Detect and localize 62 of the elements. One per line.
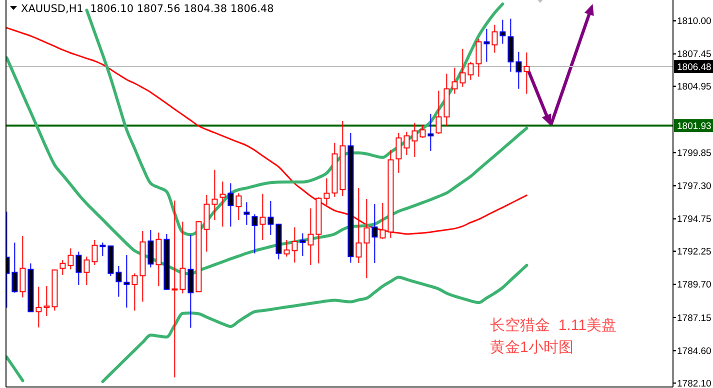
candlestick bbox=[516, 51, 522, 90]
candlestick bbox=[68, 248, 74, 270]
y-tick-label: 1792.25 bbox=[677, 246, 712, 258]
candlestick bbox=[172, 200, 178, 378]
candlestick bbox=[20, 235, 26, 298]
y-tick-label: 1804.95 bbox=[677, 82, 712, 93]
ref-line-label: 1801.93 bbox=[677, 120, 712, 132]
candlestick bbox=[100, 242, 106, 256]
ref-line-label: 1806.48 bbox=[677, 62, 712, 73]
candlestick bbox=[92, 239, 98, 266]
candlestick bbox=[260, 193, 266, 240]
candlestick bbox=[492, 24, 498, 54]
y-tick-label: 1784.60 bbox=[677, 346, 712, 357]
candlestick bbox=[420, 124, 426, 138]
candlestick bbox=[412, 122, 418, 158]
candlestick bbox=[460, 48, 466, 88]
chart-title: XAUUSD,H1 1806.10 1807.56 1804.38 1806.48 bbox=[21, 3, 274, 15]
candlestick bbox=[428, 113, 434, 152]
candlestick bbox=[36, 286, 42, 328]
candlestick bbox=[476, 38, 482, 78]
candlestick bbox=[84, 256, 90, 286]
candlestick bbox=[436, 90, 442, 134]
y-tick-label: 1799.85 bbox=[677, 148, 712, 159]
candlestick bbox=[188, 234, 194, 328]
candlestick bbox=[60, 259, 66, 276]
candlestick bbox=[452, 67, 458, 94]
y-tick-label: 1787.15 bbox=[677, 312, 712, 324]
candlestick bbox=[284, 239, 290, 258]
candlestick bbox=[324, 178, 330, 206]
y-tick-label: 1794.75 bbox=[677, 214, 712, 226]
candlestick bbox=[308, 208, 314, 266]
candlestick bbox=[212, 169, 218, 220]
candlestick bbox=[468, 61, 474, 80]
candlestick bbox=[116, 265, 122, 298]
candlestick bbox=[524, 52, 530, 94]
candlestick bbox=[148, 229, 154, 268]
candlestick bbox=[372, 203, 378, 264]
candlestick bbox=[396, 132, 402, 174]
candlestick bbox=[300, 232, 306, 256]
y-tick-label: 1797.30 bbox=[677, 181, 712, 192]
candlestick bbox=[76, 251, 82, 286]
candlestick bbox=[484, 28, 490, 62]
y-tick-label: 1789.70 bbox=[677, 280, 712, 291]
candlestick bbox=[124, 254, 130, 308]
candlestick bbox=[236, 192, 242, 220]
candlestick bbox=[500, 19, 506, 44]
annotation: 黄金1小时图 bbox=[490, 339, 574, 356]
y-tick-label: 1782.10 bbox=[677, 378, 712, 388]
candlestick bbox=[132, 272, 138, 312]
annotation: 长空猎金 1.11美盘 bbox=[490, 317, 616, 334]
candlestick bbox=[268, 200, 274, 236]
candlestick bbox=[220, 181, 226, 228]
y-tick-label: 1810.00 bbox=[677, 16, 712, 28]
candlestick bbox=[12, 242, 18, 294]
candlestick bbox=[252, 214, 258, 254]
candlestick bbox=[180, 221, 186, 294]
candlestick bbox=[228, 182, 234, 228]
candlestick bbox=[292, 226, 298, 264]
candlestick bbox=[244, 202, 250, 226]
candlestick bbox=[404, 131, 410, 156]
y-tick-label: 1807.45 bbox=[677, 49, 712, 60]
candlestick bbox=[44, 285, 50, 316]
